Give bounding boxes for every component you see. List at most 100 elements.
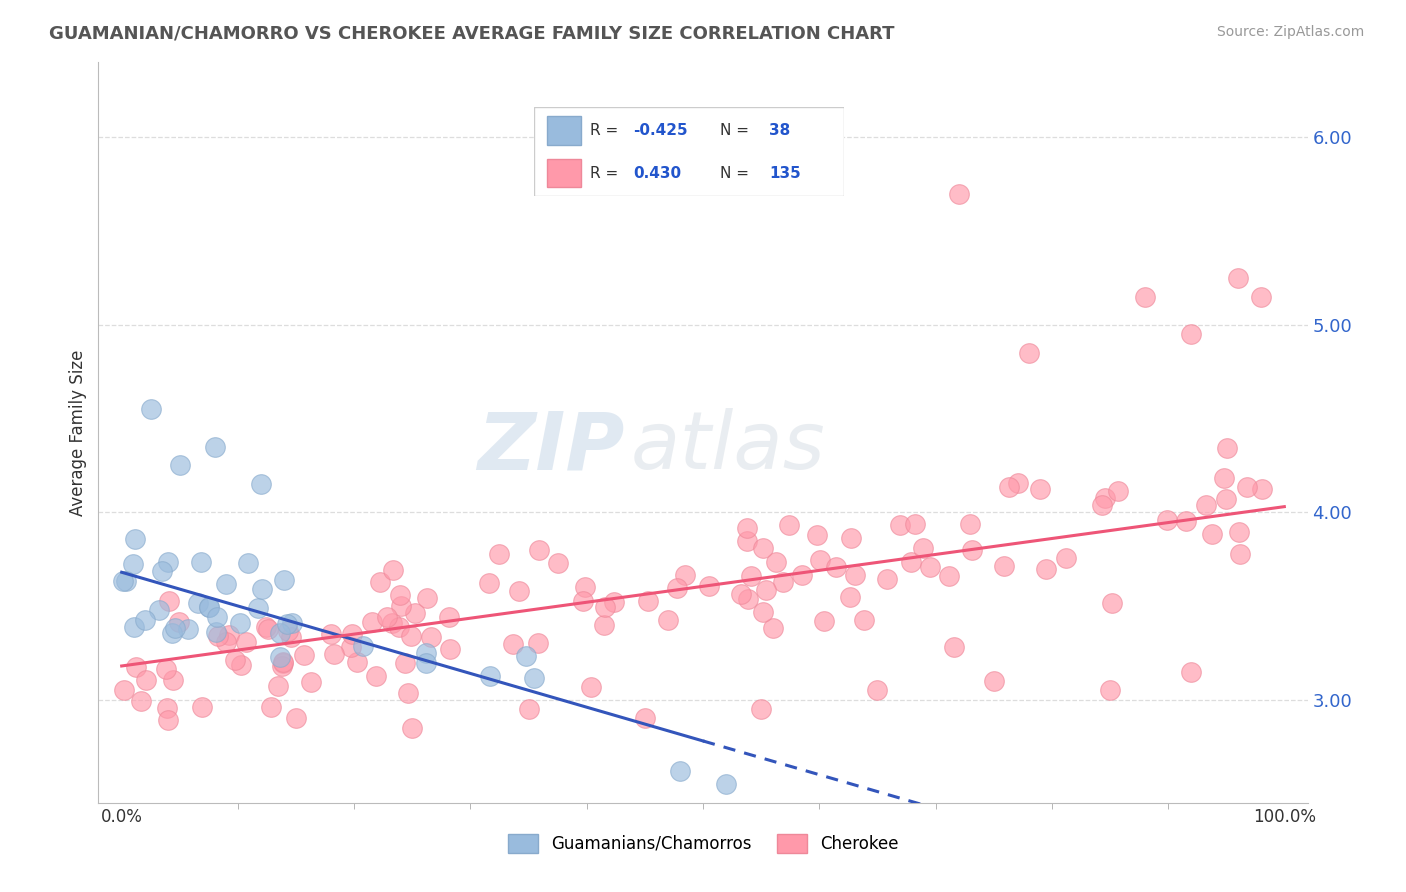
Point xyxy=(1180,327,1202,342)
Point xyxy=(122,557,145,571)
Point xyxy=(150,564,173,578)
Point xyxy=(215,634,238,648)
Point xyxy=(866,683,889,698)
Point xyxy=(399,629,422,643)
Point xyxy=(637,594,659,608)
Point xyxy=(960,543,983,558)
Point xyxy=(1250,482,1272,496)
Point xyxy=(235,635,257,649)
Point xyxy=(246,601,269,615)
Point xyxy=(224,653,246,667)
Point xyxy=(254,620,277,634)
Point xyxy=(231,658,253,673)
Point xyxy=(292,648,315,663)
Point xyxy=(502,636,524,650)
Point xyxy=(204,625,226,640)
Point xyxy=(488,547,510,561)
Point xyxy=(1101,596,1123,610)
Point xyxy=(364,669,387,683)
Point xyxy=(257,622,280,636)
Point xyxy=(853,613,876,627)
Point xyxy=(1174,514,1197,528)
Point xyxy=(273,573,295,587)
Point xyxy=(155,662,177,676)
Point xyxy=(749,702,772,716)
Point xyxy=(215,576,238,591)
Point xyxy=(319,627,342,641)
Point xyxy=(527,635,550,649)
Text: N =: N = xyxy=(720,123,749,137)
Point xyxy=(839,532,862,546)
Point xyxy=(148,603,170,617)
Point xyxy=(271,655,294,669)
Text: 38: 38 xyxy=(769,123,790,137)
Text: atlas: atlas xyxy=(630,409,825,486)
Point xyxy=(839,590,862,604)
Point xyxy=(281,615,304,630)
Point xyxy=(1156,513,1178,527)
Point xyxy=(993,558,1015,573)
Point xyxy=(156,713,179,727)
Y-axis label: Average Family Size: Average Family Size xyxy=(69,350,87,516)
Point xyxy=(1215,441,1237,455)
Point xyxy=(657,613,679,627)
Point xyxy=(983,673,1005,688)
FancyBboxPatch shape xyxy=(547,116,581,145)
Text: GUAMANIAN/CHAMORRO VS CHEROKEE AVERAGE FAMILY SIZE CORRELATION CHART: GUAMANIAN/CHAMORRO VS CHEROKEE AVERAGE F… xyxy=(49,25,894,43)
Point xyxy=(401,721,423,735)
Point xyxy=(844,568,866,582)
Point xyxy=(1007,475,1029,490)
Legend: Guamanians/Chamorros, Cherokee: Guamanians/Chamorros, Cherokee xyxy=(499,825,907,861)
Point xyxy=(675,568,697,582)
Point xyxy=(250,477,273,491)
Point xyxy=(165,621,187,635)
Point xyxy=(135,673,157,688)
Point xyxy=(382,563,405,577)
Point xyxy=(111,574,134,589)
Point xyxy=(1028,482,1050,496)
Point xyxy=(352,639,374,653)
Point xyxy=(1201,527,1223,541)
Point xyxy=(125,659,148,673)
Point xyxy=(508,583,530,598)
Point xyxy=(394,657,416,671)
Point xyxy=(439,641,461,656)
Point xyxy=(666,582,689,596)
Point xyxy=(187,596,209,610)
Point xyxy=(340,627,363,641)
Point xyxy=(115,574,138,588)
Point xyxy=(269,626,291,640)
Point xyxy=(191,699,214,714)
Point xyxy=(716,777,738,791)
Point xyxy=(735,521,758,535)
Point xyxy=(602,595,624,609)
Point xyxy=(157,555,180,569)
Text: Source: ZipAtlas.com: Source: ZipAtlas.com xyxy=(1216,25,1364,39)
Point xyxy=(572,594,595,608)
Text: -0.425: -0.425 xyxy=(633,123,688,137)
Point xyxy=(157,594,180,608)
Point xyxy=(280,631,302,645)
Point xyxy=(876,572,898,586)
Point xyxy=(160,626,183,640)
Point xyxy=(381,615,404,630)
Point xyxy=(129,694,152,708)
Point xyxy=(277,624,299,638)
Point xyxy=(267,679,290,693)
Point xyxy=(904,517,927,532)
Point xyxy=(790,568,813,582)
Point xyxy=(998,480,1021,494)
Point xyxy=(250,582,273,596)
Point xyxy=(579,680,602,694)
Point xyxy=(1180,665,1202,679)
Point xyxy=(415,646,437,660)
Point xyxy=(322,648,344,662)
Point xyxy=(177,622,200,636)
Point xyxy=(139,402,162,417)
Point xyxy=(697,579,720,593)
Point xyxy=(1195,498,1218,512)
Point xyxy=(388,588,411,602)
Text: ZIP: ZIP xyxy=(477,409,624,486)
Point xyxy=(276,617,298,632)
Text: R =: R = xyxy=(591,166,619,180)
